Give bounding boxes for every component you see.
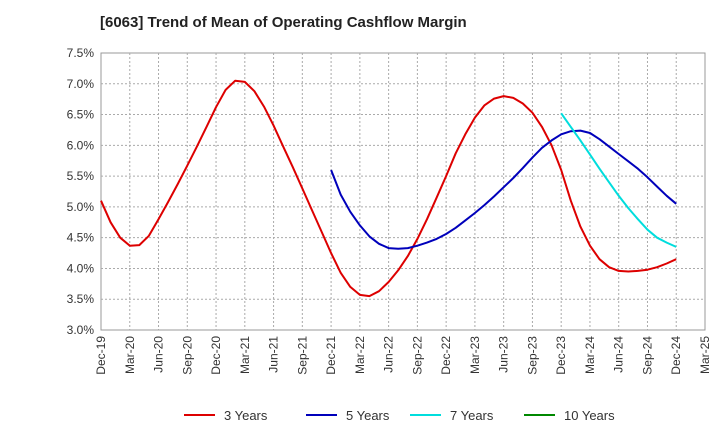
legend: 3 Years 5 Years 7 Years 10 Years [184, 408, 615, 423]
y-tick-label: 6.5% [67, 108, 95, 122]
x-tick-label: Sep-23 [525, 336, 539, 375]
x-tick-label: Dec-19 [94, 336, 108, 375]
x-tick-label: Jun-22 [382, 336, 396, 373]
x-tick-label: Mar-20 [123, 336, 137, 374]
x-tick-label: Dec-23 [554, 336, 568, 375]
x-tick-label: Mar-22 [353, 336, 367, 374]
y-tick-label: 7.5% [67, 46, 95, 60]
series-lines [100, 79, 677, 298]
gridlines [101, 53, 705, 330]
x-tick-label: Mar-23 [468, 336, 482, 374]
y-tick-label: 4.5% [67, 231, 95, 245]
y-tick-label: 5.5% [67, 169, 95, 183]
y-tick-label: 5.0% [67, 200, 95, 214]
x-tick-label: Dec-24 [669, 336, 683, 375]
x-tick-label: Mar-25 [698, 336, 712, 374]
x-tick-label: Sep-22 [410, 336, 424, 375]
x-tick-label: Jun-24 [612, 336, 626, 373]
y-tick-label: 3.5% [67, 292, 95, 306]
x-tick-label: Sep-24 [640, 336, 654, 375]
x-tick-label: Sep-21 [295, 336, 309, 375]
legend-label: 3 Years [224, 408, 268, 423]
axes: 3.0% 3.5% 4.0% 4.5% 5.0% 5.5% 6.0% 6.5% 7.0% 7.5%… [67, 46, 712, 375]
x-tick-label: Jun-21 [267, 336, 281, 373]
legend-label: 7 Years [450, 408, 494, 423]
legend-label: 5 Years [346, 408, 390, 423]
plot-area [100, 52, 706, 331]
legend-label: 10 Years [564, 408, 615, 423]
x-tick-label: Dec-22 [439, 336, 453, 375]
x-tick-label: Jun-23 [497, 336, 511, 373]
x-tick-label: Dec-21 [324, 336, 338, 375]
x-tick-label: Sep-20 [180, 336, 194, 375]
chart-title: [6063] Trend of Mean of Operating Cashfl… [100, 14, 467, 31]
x-tick-label: Dec-20 [209, 336, 223, 375]
series-line-3-years [100, 79, 677, 298]
y-tick-label: 4.0% [67, 261, 95, 275]
y-tick-label: 3.0% [67, 323, 95, 337]
y-tick-label: 6.0% [67, 138, 95, 152]
series-line-5-years [330, 129, 677, 250]
x-tick-label: Mar-21 [238, 336, 252, 374]
x-tick-label: Mar-24 [583, 336, 597, 374]
y-tick-label: 7.0% [67, 77, 95, 91]
series-line-7-years [560, 112, 677, 248]
x-tick-label: Jun-20 [152, 336, 166, 373]
